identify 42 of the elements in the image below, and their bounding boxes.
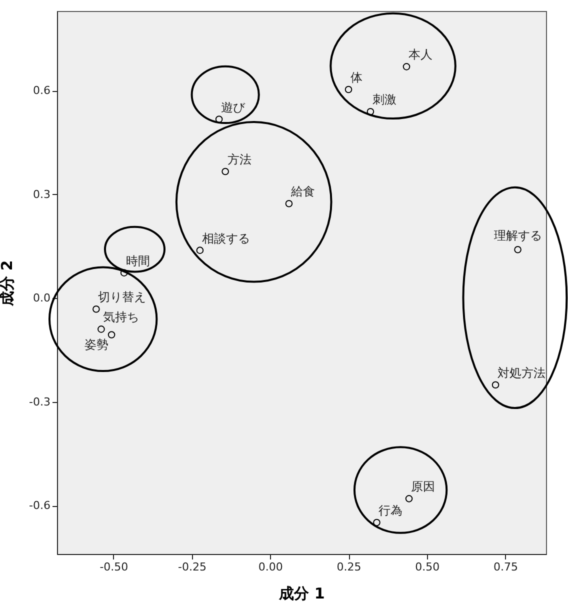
annotation: 時間: [126, 254, 150, 268]
y-tick-label: -0.6: [29, 499, 50, 512]
x-tick-label: -0.25: [178, 560, 207, 574]
point: [514, 246, 522, 254]
point: [366, 108, 374, 116]
point: [405, 495, 413, 502]
annotation: 刺激: [372, 92, 396, 107]
annotation: 対処方法: [498, 366, 546, 380]
annotation: 遊び: [221, 100, 246, 114]
point: [285, 200, 293, 208]
annotation: 原因: [411, 480, 436, 494]
annotation: 切り替え: [98, 290, 146, 304]
point: [92, 305, 100, 313]
annotation: 理解する: [494, 228, 542, 243]
y-tick-label: -0.3: [29, 395, 50, 408]
x-tick-label: 0.75: [494, 560, 518, 574]
x-tick-label: 0.25: [336, 560, 362, 574]
annotation: 行為: [378, 504, 403, 518]
x-axis-title: 成分 1: [278, 584, 325, 602]
point: [402, 63, 410, 70]
point: [98, 326, 105, 333]
point: [196, 246, 204, 254]
annotation: 本人: [408, 48, 433, 62]
y-tick-label: 0.3: [33, 188, 50, 201]
point: [222, 168, 229, 176]
x-tick-label: -0.50: [100, 560, 128, 574]
x-tick-label: 0.00: [258, 560, 283, 574]
point: [492, 381, 500, 389]
annotation: 方法: [227, 152, 252, 166]
point: [344, 86, 352, 94]
point: [373, 518, 380, 526]
annotation: 相談する: [202, 231, 250, 246]
annotation: 給食: [290, 184, 315, 199]
point: [120, 269, 128, 276]
x-tick-label: 0.50: [415, 560, 440, 574]
annotation: 姿勢: [84, 338, 109, 352]
point: [108, 331, 116, 338]
annotation: 体: [350, 70, 363, 85]
annotation: 気持ち: [103, 310, 140, 324]
y-tick-label: 0.0: [33, 292, 50, 305]
y-tick-label: 0.6: [33, 84, 50, 98]
point: [215, 116, 223, 123]
